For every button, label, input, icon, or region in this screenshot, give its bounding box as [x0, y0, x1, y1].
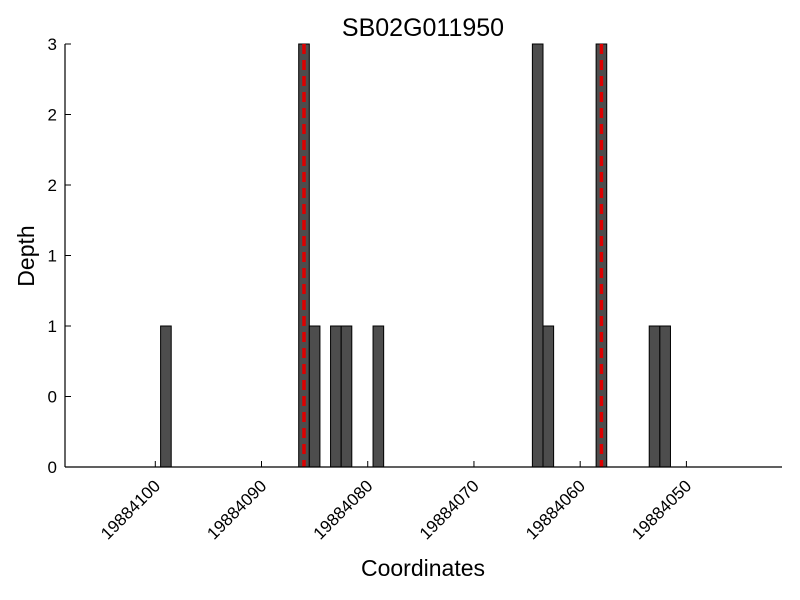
x-axis-title: Coordinates [361, 555, 485, 581]
chart-title: SB02G011950 [342, 14, 504, 42]
bars-layer [160, 43, 671, 468]
axes-layer [64, 44, 782, 468]
bar-3 [330, 325, 342, 468]
y-tick-label-0: 0 [48, 458, 57, 477]
bar-6 [531, 43, 544, 468]
y-tick-label-4: 2 [48, 176, 57, 195]
bar-10 [659, 325, 671, 468]
bar-0 [160, 325, 172, 468]
x-tick-label-1: 19884090 [203, 476, 270, 543]
bar-5 [372, 325, 385, 468]
y-tick-label-1: 0 [48, 388, 57, 407]
bar-4 [340, 325, 353, 468]
y-tick-label-6: 3 [48, 35, 57, 54]
y-ticks-layer: 0 0 1 1 2 2 3 [48, 35, 71, 477]
x-tick-label-5: 19884050 [628, 476, 695, 543]
x-tick-label-4: 19884060 [522, 476, 589, 543]
y-axis-title: Depth [13, 225, 39, 286]
bar-2 [308, 325, 321, 468]
y-tick-label-3: 1 [48, 247, 57, 266]
x-ticks-layer: 19884100 19884090 19884080 19884070 19884060… [97, 461, 695, 543]
bar-7 [542, 325, 555, 468]
y-tick-label-2: 1 [48, 317, 57, 336]
x-tick-label-3: 19884070 [416, 476, 483, 543]
bar-9 [648, 325, 661, 468]
x-tick-label-0: 19884100 [97, 476, 164, 543]
x-tick-label-2: 19884080 [310, 476, 377, 543]
y-tick-label-5: 2 [48, 106, 57, 125]
reference-lines-layer [302, 44, 604, 467]
